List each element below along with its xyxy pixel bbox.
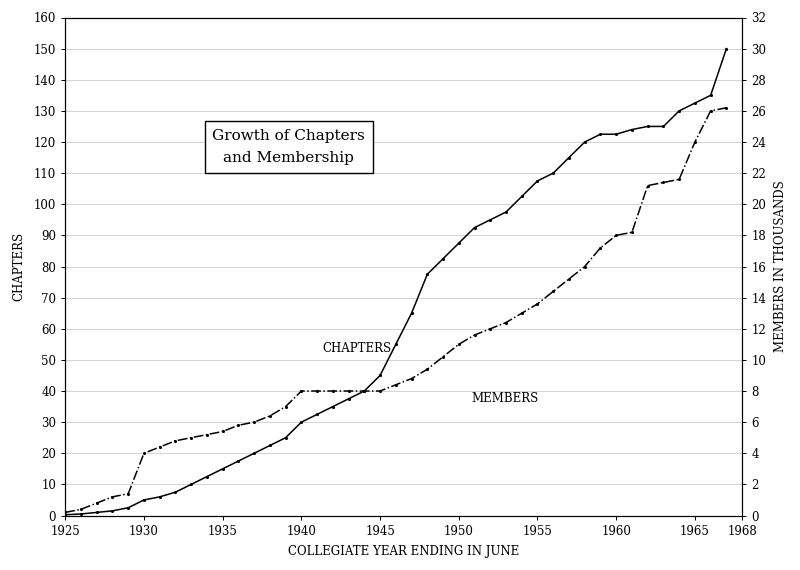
Text: CHAPTERS: CHAPTERS (322, 342, 391, 355)
Text: Growth of Chapters
and Membership: Growth of Chapters and Membership (212, 129, 365, 165)
Text: MEMBERS: MEMBERS (471, 392, 538, 405)
Y-axis label: CHAPTERS: CHAPTERS (13, 232, 26, 301)
X-axis label: COLLEGIATE YEAR ENDING IN JUNE: COLLEGIATE YEAR ENDING IN JUNE (288, 544, 519, 557)
Y-axis label: MEMBERS IN THOUSANDS: MEMBERS IN THOUSANDS (774, 181, 787, 352)
